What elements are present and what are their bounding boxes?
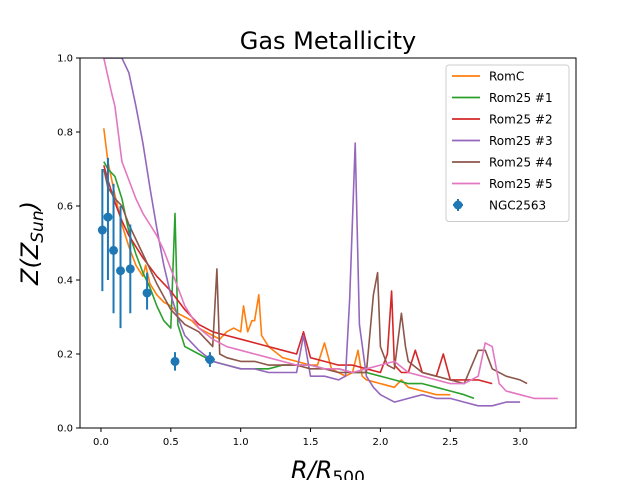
plot-frame: [79, 57, 577, 429]
y-tick-label: 0.6: [57, 202, 73, 213]
series-layer: [103, 58, 558, 407]
data-point: [170, 356, 180, 366]
x-axis-label-text: R/R500: [291, 456, 365, 480]
legend-entry: Rom25 #1: [489, 91, 553, 105]
errorbar-layer: [97, 157, 215, 371]
legend: RomC Rom25 #1 Rom25 #2 Rom25 #3 Rom25 #4 Rom2…: [445, 64, 570, 222]
data-point: [103, 212, 113, 222]
series-line-rom25-2: [103, 165, 493, 385]
series-line-rom25-3: [103, 58, 521, 407]
series-line-rom25-4: [103, 168, 528, 385]
y-tick-label: 1.0: [57, 54, 73, 65]
data-point: [97, 225, 107, 235]
y-tick-label: 0.0: [57, 424, 73, 435]
x-tick-label: 0.5: [163, 437, 179, 448]
legend-entry: NGC2563: [489, 199, 546, 213]
x-axis-label: R/R500: [291, 456, 365, 480]
legend-entry: Rom25 #2: [489, 113, 553, 127]
y-tick-label: 0.2: [57, 350, 73, 361]
legend-marker: [453, 200, 463, 210]
data-point: [116, 266, 126, 276]
x-tick-label: 3.0: [512, 437, 528, 448]
x-tick-label: 2.5: [442, 437, 458, 448]
y-axis-label-text: Z(ZSun): [16, 201, 48, 286]
legend-entry: RomC: [489, 70, 524, 84]
y-tick-label: 0.4: [57, 276, 73, 287]
chart-title: Gas Metallicity: [240, 27, 417, 55]
x-tick-label: 0.0: [93, 437, 109, 448]
x-tick-label: 1.0: [233, 437, 249, 448]
series-line-romc: [103, 128, 451, 396]
legend-entry: Rom25 #5: [489, 177, 553, 191]
legend-box: [445, 64, 570, 222]
y-axis-label: Z(ZSun): [16, 201, 48, 286]
legend-entry: Rom25 #3: [489, 134, 553, 148]
data-point: [109, 245, 119, 255]
legend-entry: Rom25 #4: [489, 156, 553, 170]
y-tick-label: 0.8: [57, 128, 73, 139]
x-tick-label: 2.0: [372, 437, 388, 448]
axes: 0.0 0.5 1.0 1.5 2.0 2.5 3.0 0.0 0.2 0.4 0.6 0.8 1.0: [57, 54, 528, 449]
x-tick-label: 1.5: [303, 437, 319, 448]
data-point: [125, 264, 135, 274]
data-point: [142, 288, 152, 298]
series-line-rom25-5: [103, 58, 558, 400]
